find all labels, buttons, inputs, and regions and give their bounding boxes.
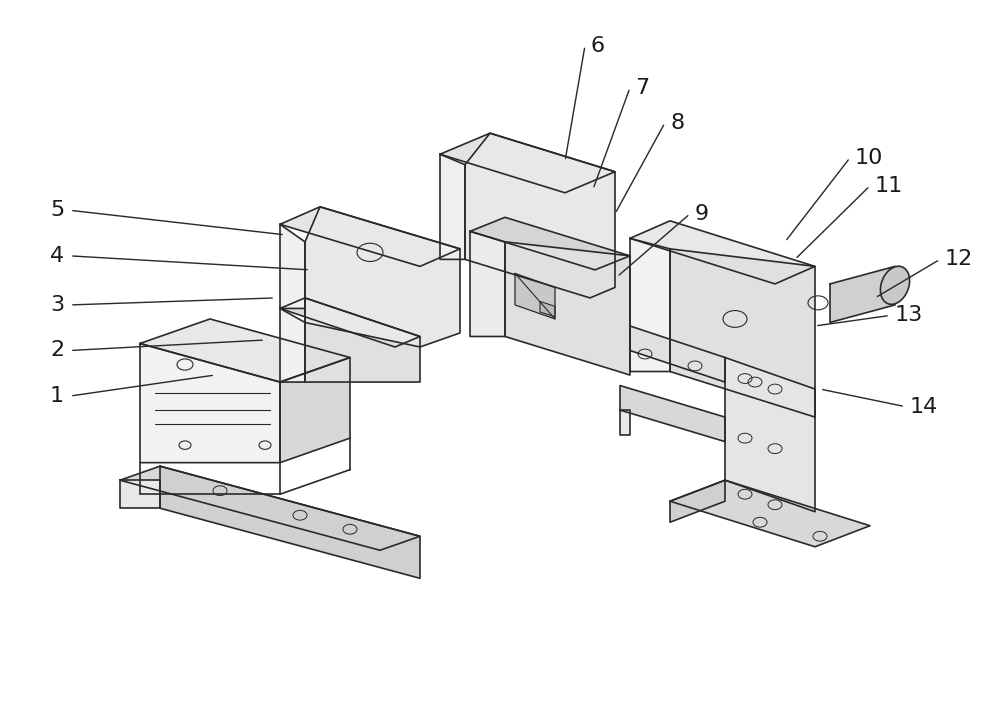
Polygon shape — [280, 207, 460, 266]
Text: 14: 14 — [910, 397, 938, 416]
Polygon shape — [280, 224, 305, 308]
Text: 6: 6 — [590, 36, 604, 55]
Text: 10: 10 — [855, 148, 883, 168]
Polygon shape — [505, 242, 630, 375]
Polygon shape — [465, 133, 615, 298]
Text: 2: 2 — [50, 341, 64, 360]
Text: 13: 13 — [895, 306, 923, 325]
Polygon shape — [620, 410, 630, 435]
Text: 5: 5 — [50, 200, 64, 220]
Text: 11: 11 — [875, 176, 903, 196]
Text: 8: 8 — [670, 113, 684, 132]
Polygon shape — [440, 133, 615, 193]
Text: 4: 4 — [50, 246, 64, 266]
Polygon shape — [305, 207, 460, 347]
Polygon shape — [305, 298, 420, 382]
Polygon shape — [620, 386, 725, 442]
Polygon shape — [470, 231, 505, 336]
Polygon shape — [140, 343, 280, 463]
Text: 3: 3 — [50, 295, 64, 315]
Polygon shape — [670, 480, 870, 547]
Polygon shape — [670, 480, 725, 522]
Polygon shape — [670, 249, 815, 417]
Polygon shape — [280, 308, 305, 382]
Polygon shape — [830, 266, 895, 322]
Polygon shape — [120, 480, 160, 508]
Ellipse shape — [880, 266, 910, 304]
Polygon shape — [630, 221, 815, 284]
Text: 1: 1 — [50, 386, 64, 406]
Polygon shape — [120, 466, 420, 550]
Polygon shape — [515, 273, 555, 319]
Text: 12: 12 — [945, 250, 973, 269]
Polygon shape — [725, 358, 815, 512]
Text: 7: 7 — [635, 78, 649, 97]
Polygon shape — [540, 301, 555, 317]
Polygon shape — [140, 319, 350, 382]
Polygon shape — [630, 326, 725, 382]
Polygon shape — [280, 298, 420, 347]
Text: 9: 9 — [695, 204, 709, 224]
Polygon shape — [280, 358, 350, 463]
Polygon shape — [440, 154, 465, 259]
Polygon shape — [160, 466, 420, 578]
Polygon shape — [470, 217, 630, 270]
Polygon shape — [630, 238, 670, 372]
